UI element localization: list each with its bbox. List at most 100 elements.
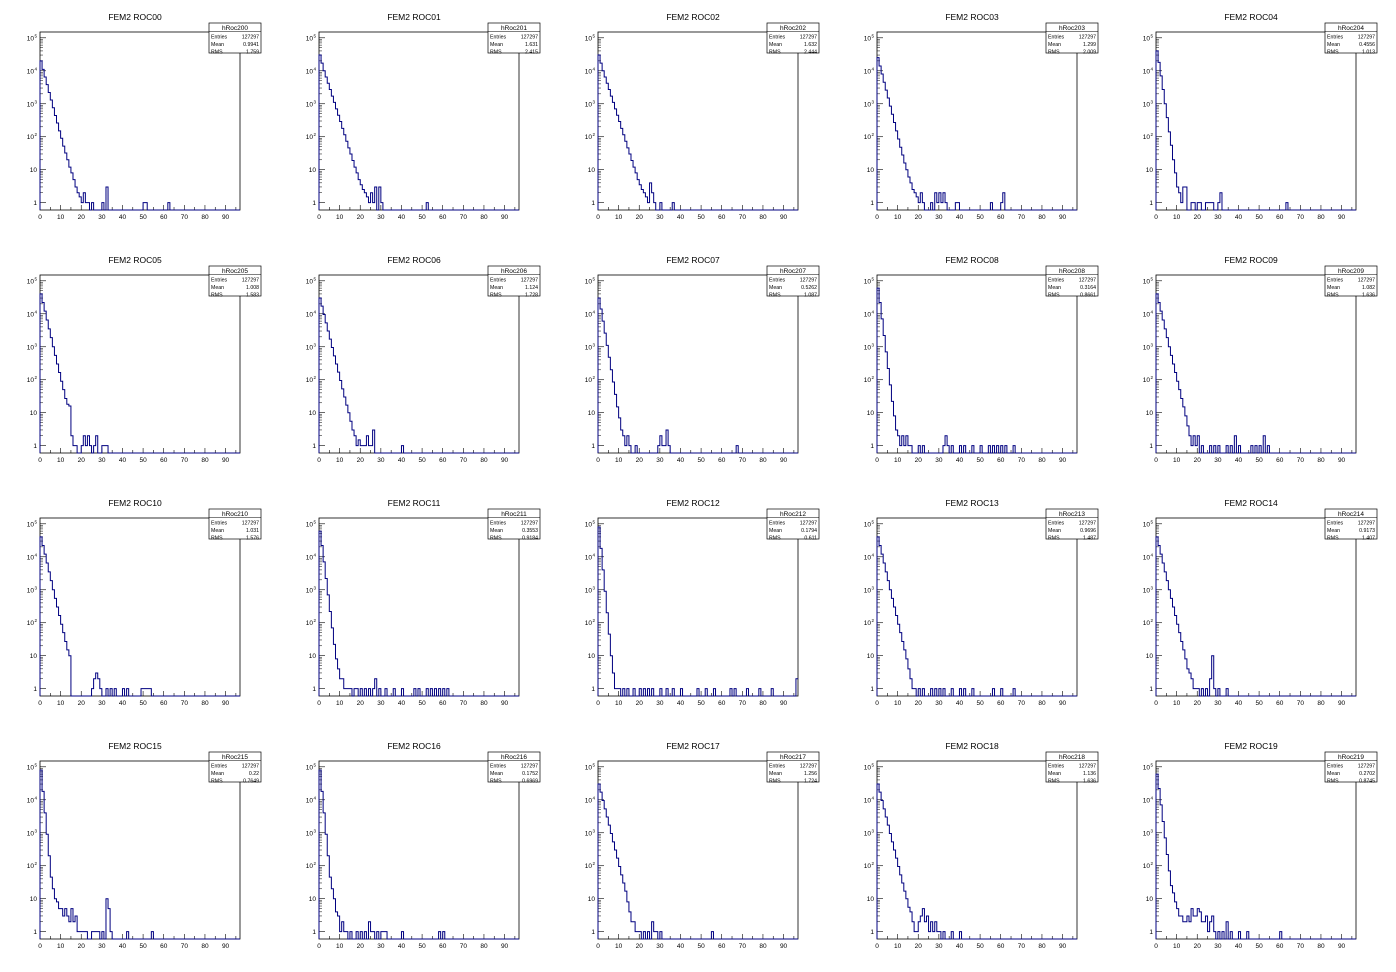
stats-name: hRoc202 (780, 25, 806, 32)
plot-frame (1155, 760, 1357, 940)
x-tick-label: 10 (615, 214, 623, 221)
stats-name: hRoc208 (1059, 268, 1085, 275)
histogram-series (876, 783, 1077, 940)
stats-value: 127297 (1079, 35, 1096, 41)
stats-label: Entries (490, 278, 507, 284)
x-tick-label: 90 (1338, 700, 1346, 707)
y-tick-exponent: 2 (313, 861, 316, 866)
y-tick-exponent: 3 (592, 342, 595, 347)
y-tick-label: 10 (864, 554, 872, 561)
y-tick-label: 10 (864, 344, 872, 351)
x-tick-label: 20 (78, 214, 86, 221)
stats-value: 1.256 (804, 771, 817, 777)
y-tick-label: 10 (309, 410, 317, 417)
y-tick-exponent: 4 (871, 795, 874, 800)
stats-box: hRoc211 Entries 127297 Mean 0.3553 RMS 0.9184 (487, 508, 541, 542)
y-tick-label: 10 (1143, 587, 1151, 594)
chart-title: FEM2 ROC09 (1224, 255, 1278, 265)
stats-value: 0.6969 (522, 779, 538, 785)
y-tick-exponent: 3 (871, 99, 874, 104)
y-tick-label: 1 (312, 929, 316, 936)
stats-value: 0.4556 (1359, 42, 1375, 48)
y-tick-label: 10 (585, 344, 593, 351)
x-tick-label: 30 (656, 214, 664, 221)
stats-value: 0.9941 (243, 42, 259, 48)
x-tick-label: 60 (439, 943, 447, 950)
y-tick-label: 10 (306, 35, 314, 42)
stats-box-frame (1324, 508, 1378, 540)
stats-value: 127297 (1079, 278, 1096, 284)
x-tick-label: 60 (1276, 943, 1284, 950)
x-tick-label: 10 (894, 457, 902, 464)
y-tick-label: 10 (306, 521, 314, 528)
x-tick-label: 40 (119, 457, 127, 464)
stats-value: 127297 (242, 764, 259, 770)
stats-label: Mean (490, 42, 503, 48)
y-tick-label: 10 (27, 101, 35, 108)
stats-label: RMS (211, 779, 223, 785)
stats-value: 1.082 (1362, 285, 1375, 291)
chart-title: FEM2 ROC11 (388, 498, 441, 508)
stats-label: Mean (490, 528, 503, 534)
stats-label: Entries (1327, 764, 1344, 770)
x-tick-label: 80 (1317, 214, 1325, 221)
stats-name: hRoc206 (501, 268, 527, 275)
stats-label: RMS (1048, 50, 1060, 56)
x-tick-label: 30 (1214, 943, 1222, 950)
x-tick-label: 10 (1173, 214, 1181, 221)
y-tick-exponent: 2 (871, 132, 874, 137)
plot-frame (597, 274, 799, 454)
x-tick-label: 60 (160, 943, 168, 950)
y-tick-label: 10 (588, 167, 596, 174)
y-tick-label: 1 (591, 443, 595, 450)
y-tick-label: 10 (585, 134, 593, 141)
stats-value: 1.631 (525, 42, 538, 48)
plot-frame (39, 274, 241, 454)
x-tick-label: 90 (222, 700, 230, 707)
x-tick-label: 10 (615, 457, 623, 464)
x-tick-label: 30 (1214, 214, 1222, 221)
stats-label: RMS (490, 50, 502, 56)
y-tick-exponent: 5 (871, 519, 874, 524)
y-tick-label: 1 (591, 929, 595, 936)
stats-box-frame (208, 751, 262, 783)
x-tick-label: 70 (181, 943, 189, 950)
y-tick-exponent: 5 (592, 762, 595, 767)
y-tick-exponent: 2 (592, 618, 595, 623)
y-tick-exponent: 2 (871, 375, 874, 380)
stats-label: Mean (1048, 285, 1061, 291)
chart-title: FEM2 ROC05 (108, 255, 162, 265)
plot-frame (597, 760, 799, 940)
y-tick-label: 10 (585, 587, 593, 594)
stats-value: 1.632 (804, 42, 817, 48)
y-tick-label: 10 (864, 797, 872, 804)
stats-label: Entries (769, 35, 786, 41)
stats-value: 0.22 (249, 771, 259, 777)
x-tick-label: 0 (38, 943, 42, 950)
histogram-series (1155, 773, 1356, 940)
x-tick-label: 90 (1059, 700, 1067, 707)
y-tick-label: 10 (27, 587, 35, 594)
y-tick-label: 10 (306, 863, 314, 870)
plot-frame (318, 760, 520, 940)
x-tick-label: 40 (119, 943, 127, 950)
stats-name: hRoc203 (1059, 25, 1085, 32)
stats-value: 1.636 (1362, 293, 1375, 299)
y-tick-label: 10 (306, 134, 314, 141)
chart-title: FEM2 ROC13 (945, 498, 999, 508)
stats-box: hRoc213 Entries 127297 Mean 0.9696 RMS 1.487 (1045, 508, 1099, 542)
plot-frame (1155, 517, 1357, 697)
x-tick-label: 20 (1194, 700, 1202, 707)
x-tick-label: 80 (759, 943, 767, 950)
plot-frame (39, 517, 241, 697)
stats-name: hRoc207 (780, 268, 806, 275)
y-tick-label: 1 (591, 686, 595, 693)
y-tick-label: 1 (33, 200, 37, 207)
stats-label: Entries (1048, 35, 1065, 41)
